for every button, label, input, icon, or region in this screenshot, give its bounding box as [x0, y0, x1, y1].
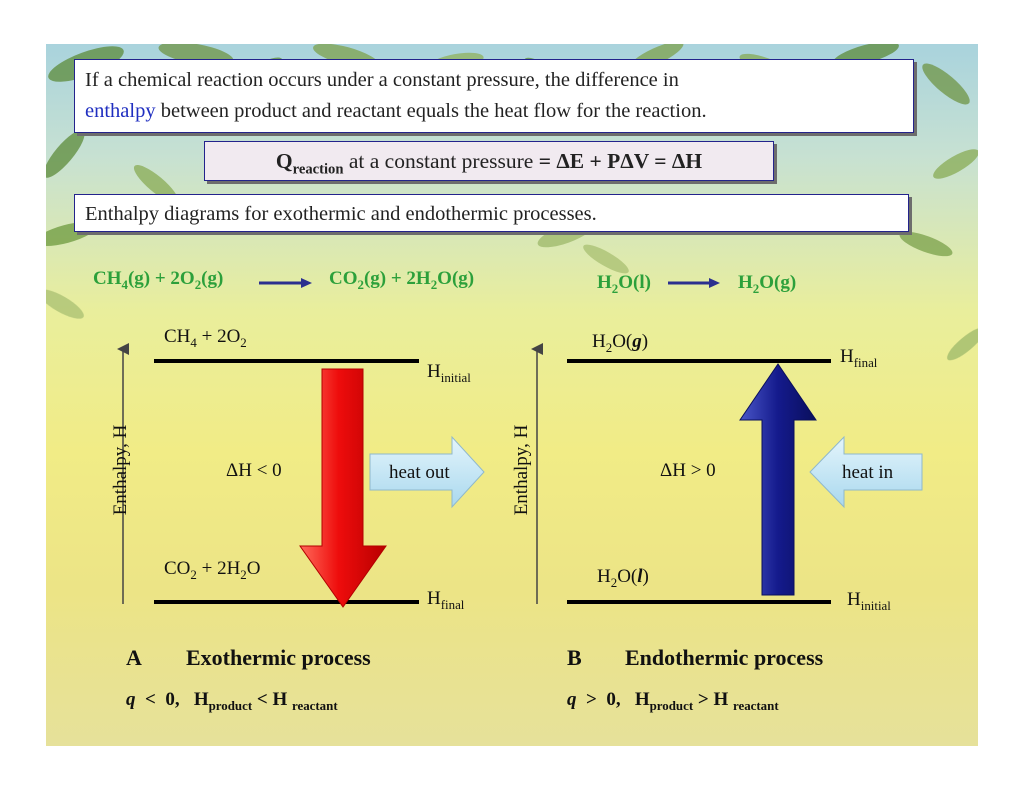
enthalpy-term: enthalpy [85, 100, 156, 122]
reaction-b-reactant: H2O(l) [597, 272, 651, 296]
endothermic-arrow [739, 363, 817, 596]
panel-a-process: Exothermic process [186, 645, 371, 670]
species-top-a: CH4 + 2O2 [164, 326, 247, 350]
exothermic-arrow [299, 368, 387, 608]
species-top-b: H2O(g) [592, 331, 649, 355]
intro-line-1: If a chemical reaction occurs under a co… [85, 69, 679, 91]
diagrams-title: Enthalpy diagrams for exothermic and end… [85, 203, 597, 225]
equation-text: Qreaction at a constant pressure = ΔE + … [275, 148, 703, 177]
reaction-arrow-a [259, 278, 312, 288]
panel-a-letter: A [126, 645, 142, 670]
panel-a-condition: q < 0, Hproduct < H reactant [126, 689, 338, 713]
heat-in-label: heat in [842, 462, 894, 483]
reaction-a-products: CO2(g) + 2H2O(g) [329, 268, 475, 292]
reaction-arrow-b [668, 278, 720, 288]
intro-line-2: enthalpy between product and reactant eq… [85, 96, 903, 127]
intro-text-box: If a chemical reaction occurs under a co… [74, 59, 914, 133]
panel-b-letter: B [567, 645, 582, 670]
heat-out-label: heat out [389, 462, 450, 483]
heat-in-arrow [809, 435, 923, 509]
h-initial-b: Hinitial [847, 589, 891, 613]
h-initial-a: Hinitial [427, 361, 471, 385]
species-bottom-a: CO2 + 2H2O [164, 558, 261, 582]
heat-out-arrow [369, 435, 485, 509]
slide: If a chemical reaction occurs under a co… [46, 44, 978, 746]
enthalpy-diagrams [117, 278, 923, 608]
reaction-a-reactants: CH4(g) + 2O2(g) [93, 268, 224, 292]
h-final-b: Hfinal [840, 346, 878, 370]
panel-b-process: Endothermic process [625, 645, 824, 670]
reaction-b-product: H2O(g) [738, 272, 797, 296]
panel-b-condition: q > 0, Hproduct > H reactant [567, 689, 779, 713]
enthalpy-equation-box: Qreaction at a constant pressure = ΔE + … [204, 141, 774, 181]
delta-h-a: ΔH < 0 [226, 460, 282, 481]
species-bottom-b: H2O(l) [597, 566, 649, 590]
intro-line-2-rest: between product and reactant equals the … [155, 100, 707, 122]
axis-label-a: Enthalpy, H [110, 424, 131, 516]
axis-label-b: Enthalpy, H [511, 424, 532, 516]
diagrams-title-box: Enthalpy diagrams for exothermic and end… [74, 194, 909, 232]
h-final-a: Hfinal [427, 588, 465, 612]
delta-h-b: ΔH > 0 [660, 460, 716, 481]
